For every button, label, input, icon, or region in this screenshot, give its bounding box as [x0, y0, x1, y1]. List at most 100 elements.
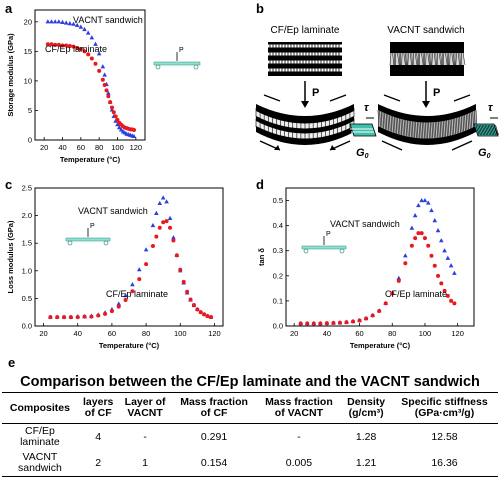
x-tick-label: 80 — [142, 329, 150, 338]
header-specific-stiffness: Specific stiffness(GPa·cm³/g) — [391, 393, 498, 424]
triangle-point — [53, 19, 58, 23]
circle-point — [433, 264, 437, 268]
circle-point — [189, 298, 193, 302]
triangle-point — [432, 218, 437, 222]
y-tick-label: 0 — [28, 136, 32, 145]
triangle-point — [439, 238, 444, 242]
triangle-point — [436, 228, 441, 232]
triangle-point — [102, 72, 107, 76]
x-tick-label: 40 — [323, 329, 331, 338]
circle-point — [371, 313, 375, 317]
shear-element-right: τ G0 — [474, 102, 499, 160]
x-tick-label: 100 — [174, 329, 187, 338]
circle-point — [132, 128, 136, 132]
circle-point — [83, 315, 87, 319]
panel-e-letter: e — [8, 355, 15, 370]
svg-text:P: P — [312, 87, 319, 99]
x-tick-label: 20 — [39, 329, 47, 338]
cell: 16.36 — [391, 450, 498, 477]
y-tick-label: 0.3 — [273, 246, 283, 255]
support-icon — [194, 65, 198, 69]
g0-label-left: G0 — [356, 147, 369, 160]
circle-point — [76, 315, 80, 319]
svg-text:P: P — [433, 87, 440, 99]
x-tick-label: 100 — [111, 143, 124, 152]
y-axis-label: tan δ — [257, 248, 266, 266]
y-tick-label: 0.5 — [22, 294, 32, 303]
x-tick-label: 120 — [208, 329, 221, 338]
x-tick-label: 20 — [290, 329, 298, 338]
x-tick-label: 80 — [95, 143, 103, 152]
circle-point — [151, 244, 155, 248]
triangle-point — [130, 282, 135, 286]
triangle-point — [413, 213, 418, 217]
circle-point — [89, 315, 93, 319]
cell: 4 — [78, 424, 119, 451]
vacnt-title: VACNT sandwich — [387, 25, 464, 36]
x-tick-label: 80 — [388, 329, 396, 338]
cell: 0.005 — [256, 450, 341, 477]
panel-b-schematic: b CF/Ep laminate VACNT sandwich P P — [250, 0, 500, 180]
cell: 0.291 — [172, 424, 257, 451]
triangle-point — [151, 223, 156, 227]
circle-point — [144, 262, 148, 266]
triangle-point — [64, 20, 69, 24]
header-density: Density(g/cm³) — [341, 393, 391, 424]
triangle-point — [168, 216, 173, 220]
circle-point — [420, 231, 424, 235]
circle-point — [206, 314, 210, 318]
circle-point — [358, 318, 362, 322]
y-tick-label: 0.2 — [273, 271, 283, 280]
triangle-point — [442, 248, 447, 252]
beam-icon — [302, 246, 346, 249]
x-tick-label: 60 — [355, 329, 363, 338]
table-title: Comparison between the CF/Ep laminate an… — [0, 374, 500, 390]
circle-point — [108, 100, 112, 104]
circle-point — [94, 62, 98, 66]
circle-point — [137, 277, 141, 281]
circle-point — [106, 94, 110, 98]
triangle-point — [68, 21, 73, 25]
y-tick-label: 0.5 — [273, 196, 283, 205]
circle-point — [429, 254, 433, 258]
header-composites: Composites — [2, 393, 78, 424]
circle-point — [299, 321, 303, 325]
circle-point — [202, 312, 206, 316]
triangle-point — [49, 19, 54, 23]
x-tick-label: 40 — [74, 329, 82, 338]
circle-point — [377, 309, 381, 313]
circle-point — [452, 301, 456, 305]
circle-point — [312, 321, 316, 325]
triangle-point — [446, 256, 451, 260]
load-label: P — [326, 231, 331, 238]
beam-icon — [66, 238, 110, 241]
triangle-point — [410, 226, 415, 230]
panel-c-letter: c — [5, 177, 12, 192]
circle-point — [103, 312, 107, 316]
triangle-point — [416, 203, 421, 207]
cf-ep-straight-laminate — [268, 42, 342, 76]
support-icon — [304, 249, 308, 253]
support-icon — [340, 249, 344, 253]
x-axis-label: Temperature (°C) — [60, 155, 121, 164]
load-arrow-right: P — [422, 81, 440, 108]
y-tick-label: 0.0 — [22, 322, 32, 331]
cell: - — [119, 424, 172, 451]
circle-point — [114, 114, 118, 118]
circle-point — [90, 56, 94, 60]
series-label: VACNT sandwich — [78, 206, 148, 216]
circle-point — [55, 315, 59, 319]
tau-label-left: τ — [364, 102, 369, 114]
circle-point — [112, 110, 116, 114]
circle-point — [117, 305, 121, 309]
